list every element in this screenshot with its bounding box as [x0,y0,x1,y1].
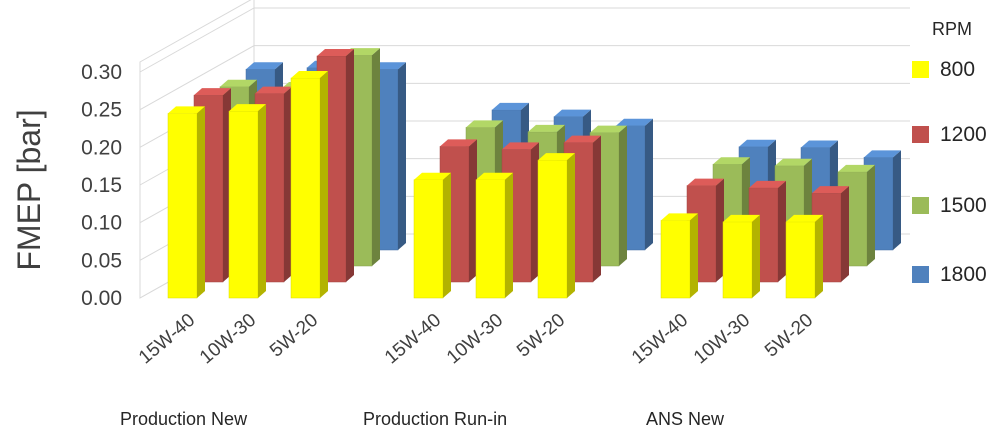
group-label: Production New [120,409,248,429]
bar-800-8 [785,214,823,299]
bar-800-2 [290,71,328,299]
group-label: ANS New [646,409,725,429]
y-axis-label: FMEP [bar] [11,109,47,270]
y-tick-label: 0.20 [81,136,122,159]
gridline [139,45,910,111]
y-tick-label: 0.05 [81,249,122,272]
legend-swatch-1500 [912,197,929,214]
y-tick-label: 0.25 [81,99,122,122]
bar-800-1 [228,104,266,299]
legend: RPM 800 1200 1500 1800 [912,19,987,286]
legend-label-1200: 1200 [940,123,987,146]
legend-swatch-1800 [912,266,929,283]
x-category-label: 15W-40 [381,310,445,369]
bars [167,48,901,299]
legend-swatch-1200 [912,126,929,143]
legend-title: RPM [932,19,972,39]
x-category-label: 10W-30 [690,310,754,369]
x-category-label: 5W-20 [266,310,322,362]
x-category-label: 5W-20 [761,310,817,362]
x-category-label: 10W-30 [443,310,507,369]
bar-800-0 [167,106,205,299]
legend-label-1500: 1500 [940,194,987,217]
group-label: Production Run-in [363,409,507,429]
bar-800-7 [722,214,760,299]
legend-swatch-800 [912,61,929,78]
y-tick-label: 0.30 [81,61,122,84]
x-category-label: 5W-20 [513,310,569,362]
group-labels: Production New Production Run-in ANS New [120,409,725,429]
gridline [139,7,910,73]
bar-800-6 [660,213,698,299]
bar-1200-7 [748,180,786,283]
x-category-label: 15W-40 [628,310,692,369]
y-tick-label: 0.15 [81,174,122,197]
bar-800-3 [413,172,451,299]
y-axis-ticks: 0.00 0.05 0.10 0.15 0.20 0.25 0.30 [81,61,122,310]
y-tick-label: 0.00 [81,287,122,310]
legend-label-800: 800 [940,58,975,81]
legend-label-1800: 1800 [940,263,987,286]
x-category-label: 10W-30 [196,310,260,369]
bar-800-4 [475,172,513,299]
x-category-label: 15W-40 [135,310,199,369]
y-tick-label: 0.10 [81,212,122,235]
bar-800-5 [537,153,575,299]
